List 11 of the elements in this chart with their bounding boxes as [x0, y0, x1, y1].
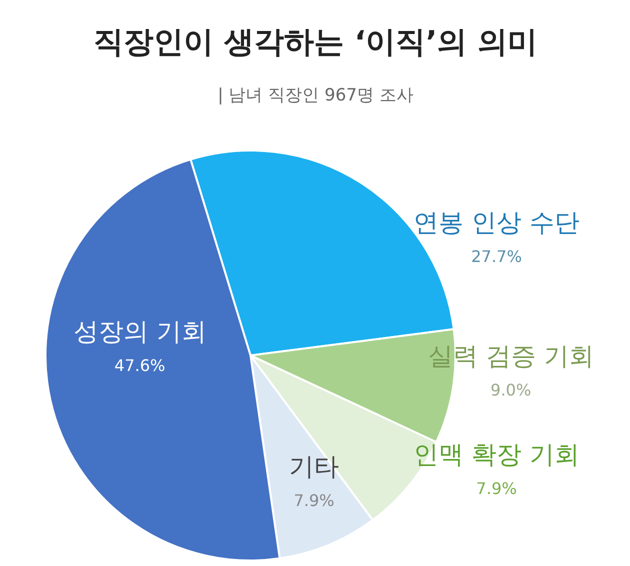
- slice-label: 연봉 인상 수단: [414, 208, 580, 238]
- slice-label: 인맥 확장 기회: [414, 440, 580, 469]
- chart-subtitle: | 남녀 직장인 967명 조사: [218, 86, 414, 106]
- data-label: 7.9%: [476, 478, 517, 498]
- slice-label: 성장의 기회: [73, 316, 206, 346]
- slice-label: 기타: [289, 452, 340, 482]
- data-label: 7.9%: [294, 491, 334, 510]
- chart-title: 직장인이 생각하는 ‘이직’의 의미: [93, 25, 538, 60]
- data-label: 27.7%: [471, 247, 522, 266]
- data-label: 9.0%: [490, 380, 532, 400]
- data-label: 47.6%: [114, 356, 166, 375]
